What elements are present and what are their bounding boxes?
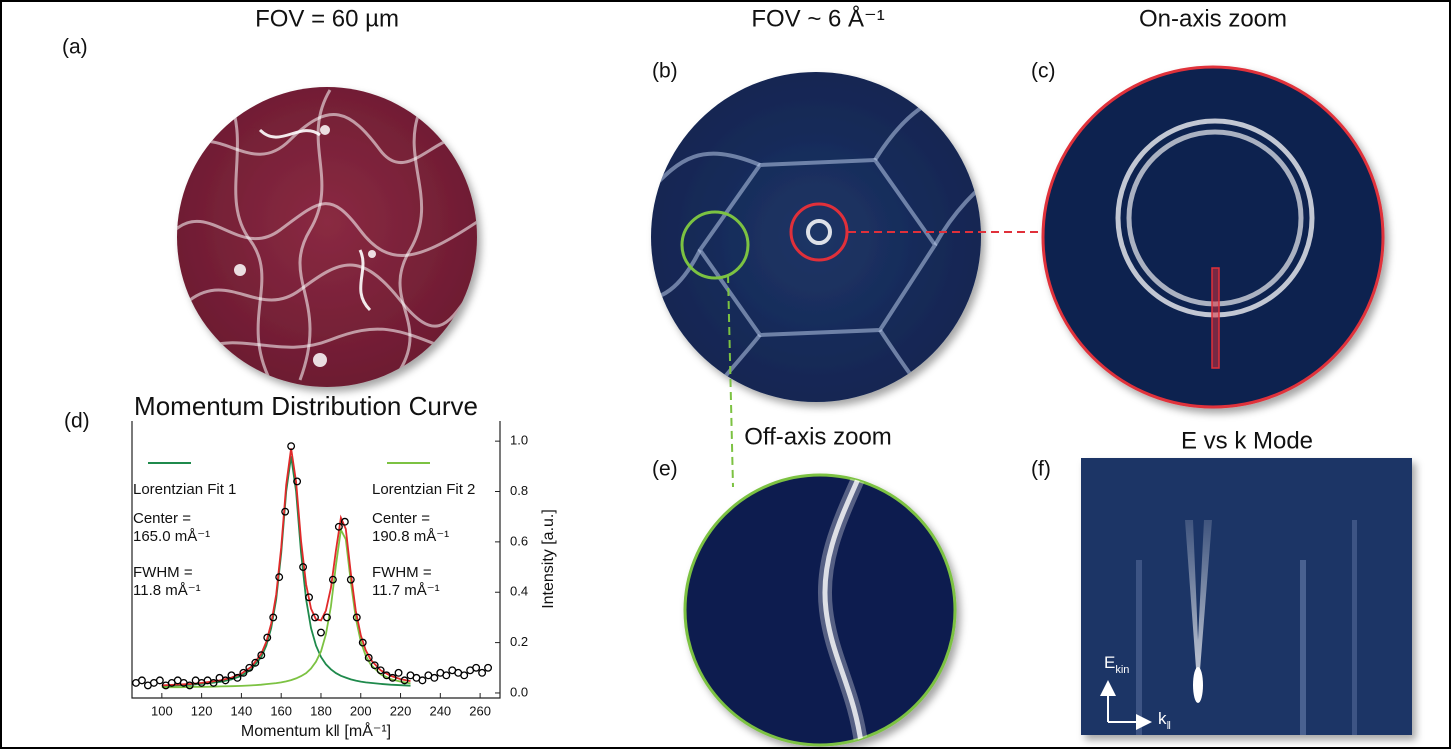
legend-label: Lorentzian Fit 1 [133, 481, 236, 498]
panel-label: (e) [652, 458, 678, 481]
decoration [1193, 667, 1203, 703]
panel-a-image [175, 87, 480, 387]
data-point [443, 672, 450, 679]
x-tick-label: 120 [191, 703, 213, 718]
figure: Ekin k‖ FOV = 60 µm (a) FOV ~ 6 Å⁻¹ (b) … [0, 0, 1451, 749]
x-axis-label: Momentum k‖ [mÅ⁻¹] [241, 721, 391, 740]
data-point [419, 677, 426, 684]
decoration [466, 144, 474, 152]
legend-label: Lorentzian Fit 2 [372, 481, 475, 498]
fit-fwhm-label: FWHM = [372, 564, 432, 581]
x-tick-label: 160 [270, 703, 292, 718]
fit-fwhm: 11.8 mÅ⁻¹ [133, 582, 201, 599]
decoration: kin [1115, 664, 1129, 676]
data-point [461, 672, 468, 679]
y-tick-label: 0.4 [510, 584, 528, 599]
decoration [1300, 560, 1306, 735]
data-point [479, 670, 486, 677]
fit-center-label: Center = [372, 510, 430, 527]
fit-center: 165.0 mÅ⁻¹ [133, 528, 210, 545]
panel-f-image: Ekin k‖ [1081, 458, 1412, 735]
x-tick-label: 100 [151, 703, 173, 718]
panel-c-image [1043, 67, 1383, 407]
x-tick-label: 260 [469, 703, 491, 718]
x-tick-label: 220 [390, 703, 412, 718]
panel-label: (a) [62, 36, 88, 59]
panel-label: (b) [652, 60, 678, 83]
y-tick-label: 0.0 [510, 684, 528, 699]
data-point [157, 677, 164, 684]
decoration [234, 264, 246, 276]
x-tick-label: 140 [231, 703, 253, 718]
decoration [313, 353, 327, 367]
y-tick-label: 0.2 [510, 634, 528, 649]
panel-label: (f) [1031, 458, 1051, 481]
data-point [473, 664, 480, 671]
decoration [1352, 520, 1357, 735]
data-point [485, 664, 492, 671]
panel-title: FOV ~ 6 Å⁻¹ [751, 4, 884, 32]
decoration [368, 250, 376, 258]
fit-fwhm-label: FWHM = [133, 564, 193, 581]
data-point [139, 677, 146, 684]
mdc-chart: 100 120 140 160 180 200 220 240 260 0.0 0.2 0.4 0.6 0… [132, 421, 528, 718]
y-tick-label: 0.6 [510, 533, 528, 548]
decoration [320, 125, 330, 135]
panel-title: E vs k Mode [1181, 427, 1313, 454]
panel-title: Off-axis zoom [744, 423, 892, 450]
y-axis-label: Intensity [a.u.] [540, 509, 557, 609]
fit-center-label: Center = [133, 510, 191, 527]
data-point [431, 675, 438, 682]
dispersion-image [1081, 458, 1412, 735]
y-tick-label: 0.8 [510, 483, 528, 498]
x-tick-label: 240 [429, 703, 451, 718]
data-point [395, 670, 402, 677]
fit-center: 190.8 mÅ⁻¹ [372, 528, 449, 545]
chart-title: Momentum Distribution Curve [134, 391, 478, 421]
fit-fwhm: 11.7 mÅ⁻¹ [372, 582, 440, 599]
data-point [318, 629, 325, 636]
decoration: ‖ [1167, 720, 1172, 732]
y-tick-label: 1.0 [510, 433, 528, 448]
panel-label: (c) [1031, 60, 1056, 83]
x-tick-label: 180 [310, 703, 332, 718]
panel-title: On-axis zoom [1139, 5, 1287, 32]
decoration [1136, 560, 1142, 735]
panel-title: FOV = 60 µm [255, 5, 399, 32]
x-tick-label: 200 [350, 703, 372, 718]
panel-label: (d) [64, 410, 90, 433]
panel-e-image [685, 470, 955, 749]
cut-marker [1212, 268, 1219, 368]
decoration: E [1104, 653, 1115, 672]
